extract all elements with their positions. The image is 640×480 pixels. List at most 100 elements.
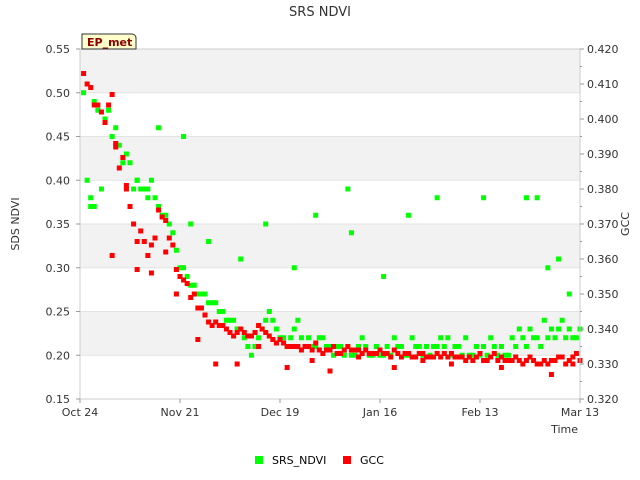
data-point	[284, 365, 290, 370]
data-point	[127, 204, 133, 209]
data-point	[313, 340, 319, 346]
data-point	[198, 305, 204, 311]
data-point	[466, 354, 472, 360]
data-point	[498, 365, 504, 370]
data-point	[163, 249, 169, 255]
data-point	[473, 344, 479, 349]
data-point	[202, 291, 208, 297]
data-point	[356, 344, 362, 349]
data-point	[141, 239, 147, 244]
data-point	[184, 281, 190, 286]
data-point	[334, 344, 340, 349]
data-point	[370, 351, 376, 356]
data-point	[573, 351, 579, 356]
data-point	[352, 352, 358, 358]
data-point	[238, 326, 244, 332]
y2-tick-label: 0.360	[587, 253, 619, 266]
data-point	[273, 326, 279, 332]
data-point	[98, 186, 104, 192]
data-point	[131, 186, 137, 192]
data-point	[381, 351, 387, 356]
y-tick-label: 0.25	[46, 306, 71, 319]
data-point	[320, 335, 326, 341]
data-point	[256, 344, 262, 349]
data-point	[534, 361, 540, 367]
data-point	[491, 344, 497, 349]
data-point	[313, 344, 319, 349]
data-point	[288, 344, 294, 349]
data-point	[373, 344, 379, 349]
data-point	[220, 323, 226, 328]
data-point	[156, 204, 162, 209]
data-point	[363, 344, 369, 349]
data-point	[356, 347, 362, 353]
data-point	[166, 235, 172, 241]
data-point	[366, 351, 372, 356]
data-point	[266, 333, 272, 339]
data-point	[391, 335, 397, 341]
chart-title: SRS NDVI	[289, 5, 351, 20]
data-point	[348, 352, 354, 358]
data-point	[291, 265, 297, 271]
data-point	[456, 354, 462, 360]
data-point	[298, 335, 304, 341]
data-point	[231, 317, 237, 323]
data-point	[481, 195, 487, 201]
data-point	[120, 155, 126, 160]
data-point	[84, 177, 90, 183]
x-tick-label: Nov 21	[161, 406, 200, 419]
data-point	[316, 347, 322, 353]
data-point	[88, 195, 94, 201]
data-point	[348, 347, 354, 353]
data-point	[416, 351, 422, 356]
data-point	[456, 344, 462, 349]
data-point	[398, 344, 404, 349]
data-point	[98, 109, 104, 115]
data-point	[438, 335, 444, 341]
data-point	[548, 372, 554, 377]
data-point	[206, 300, 212, 306]
data-point	[534, 335, 540, 341]
data-point	[152, 235, 158, 241]
data-point	[448, 351, 454, 356]
data-point	[191, 282, 197, 288]
data-point	[195, 291, 201, 297]
data-point	[309, 344, 315, 349]
data-point	[338, 351, 344, 356]
data-point	[463, 335, 469, 341]
data-point	[152, 195, 158, 201]
data-point	[452, 344, 458, 349]
data-point	[195, 305, 201, 311]
data-point	[402, 351, 408, 356]
data-point	[488, 335, 494, 341]
y2-tick-label: 0.380	[587, 183, 619, 196]
x-axis: Oct 24 Nov 21 Dec 19 Jan 16 Feb 13 Mar 13	[62, 399, 599, 419]
data-point	[273, 340, 279, 346]
data-point	[545, 335, 551, 341]
data-point	[327, 368, 333, 374]
data-point	[563, 361, 569, 367]
data-point	[434, 344, 440, 349]
data-point	[109, 253, 115, 258]
data-point	[323, 347, 329, 353]
data-point	[516, 358, 522, 363]
data-point	[109, 92, 115, 97]
data-point	[102, 120, 108, 125]
data-point	[223, 326, 229, 332]
data-point	[216, 323, 222, 328]
data-point	[116, 165, 122, 171]
data-point	[256, 335, 262, 341]
background-band	[80, 136, 580, 181]
y2-tick-label: 0.340	[587, 323, 619, 336]
data-point	[281, 340, 287, 346]
data-point	[391, 347, 397, 353]
data-point	[298, 347, 304, 353]
data-point	[495, 352, 501, 358]
data-point	[173, 267, 179, 272]
y2-tick-label: 0.350	[587, 288, 619, 301]
data-point	[420, 358, 426, 363]
data-point	[552, 358, 558, 363]
data-point	[570, 335, 576, 341]
data-point	[452, 354, 458, 360]
